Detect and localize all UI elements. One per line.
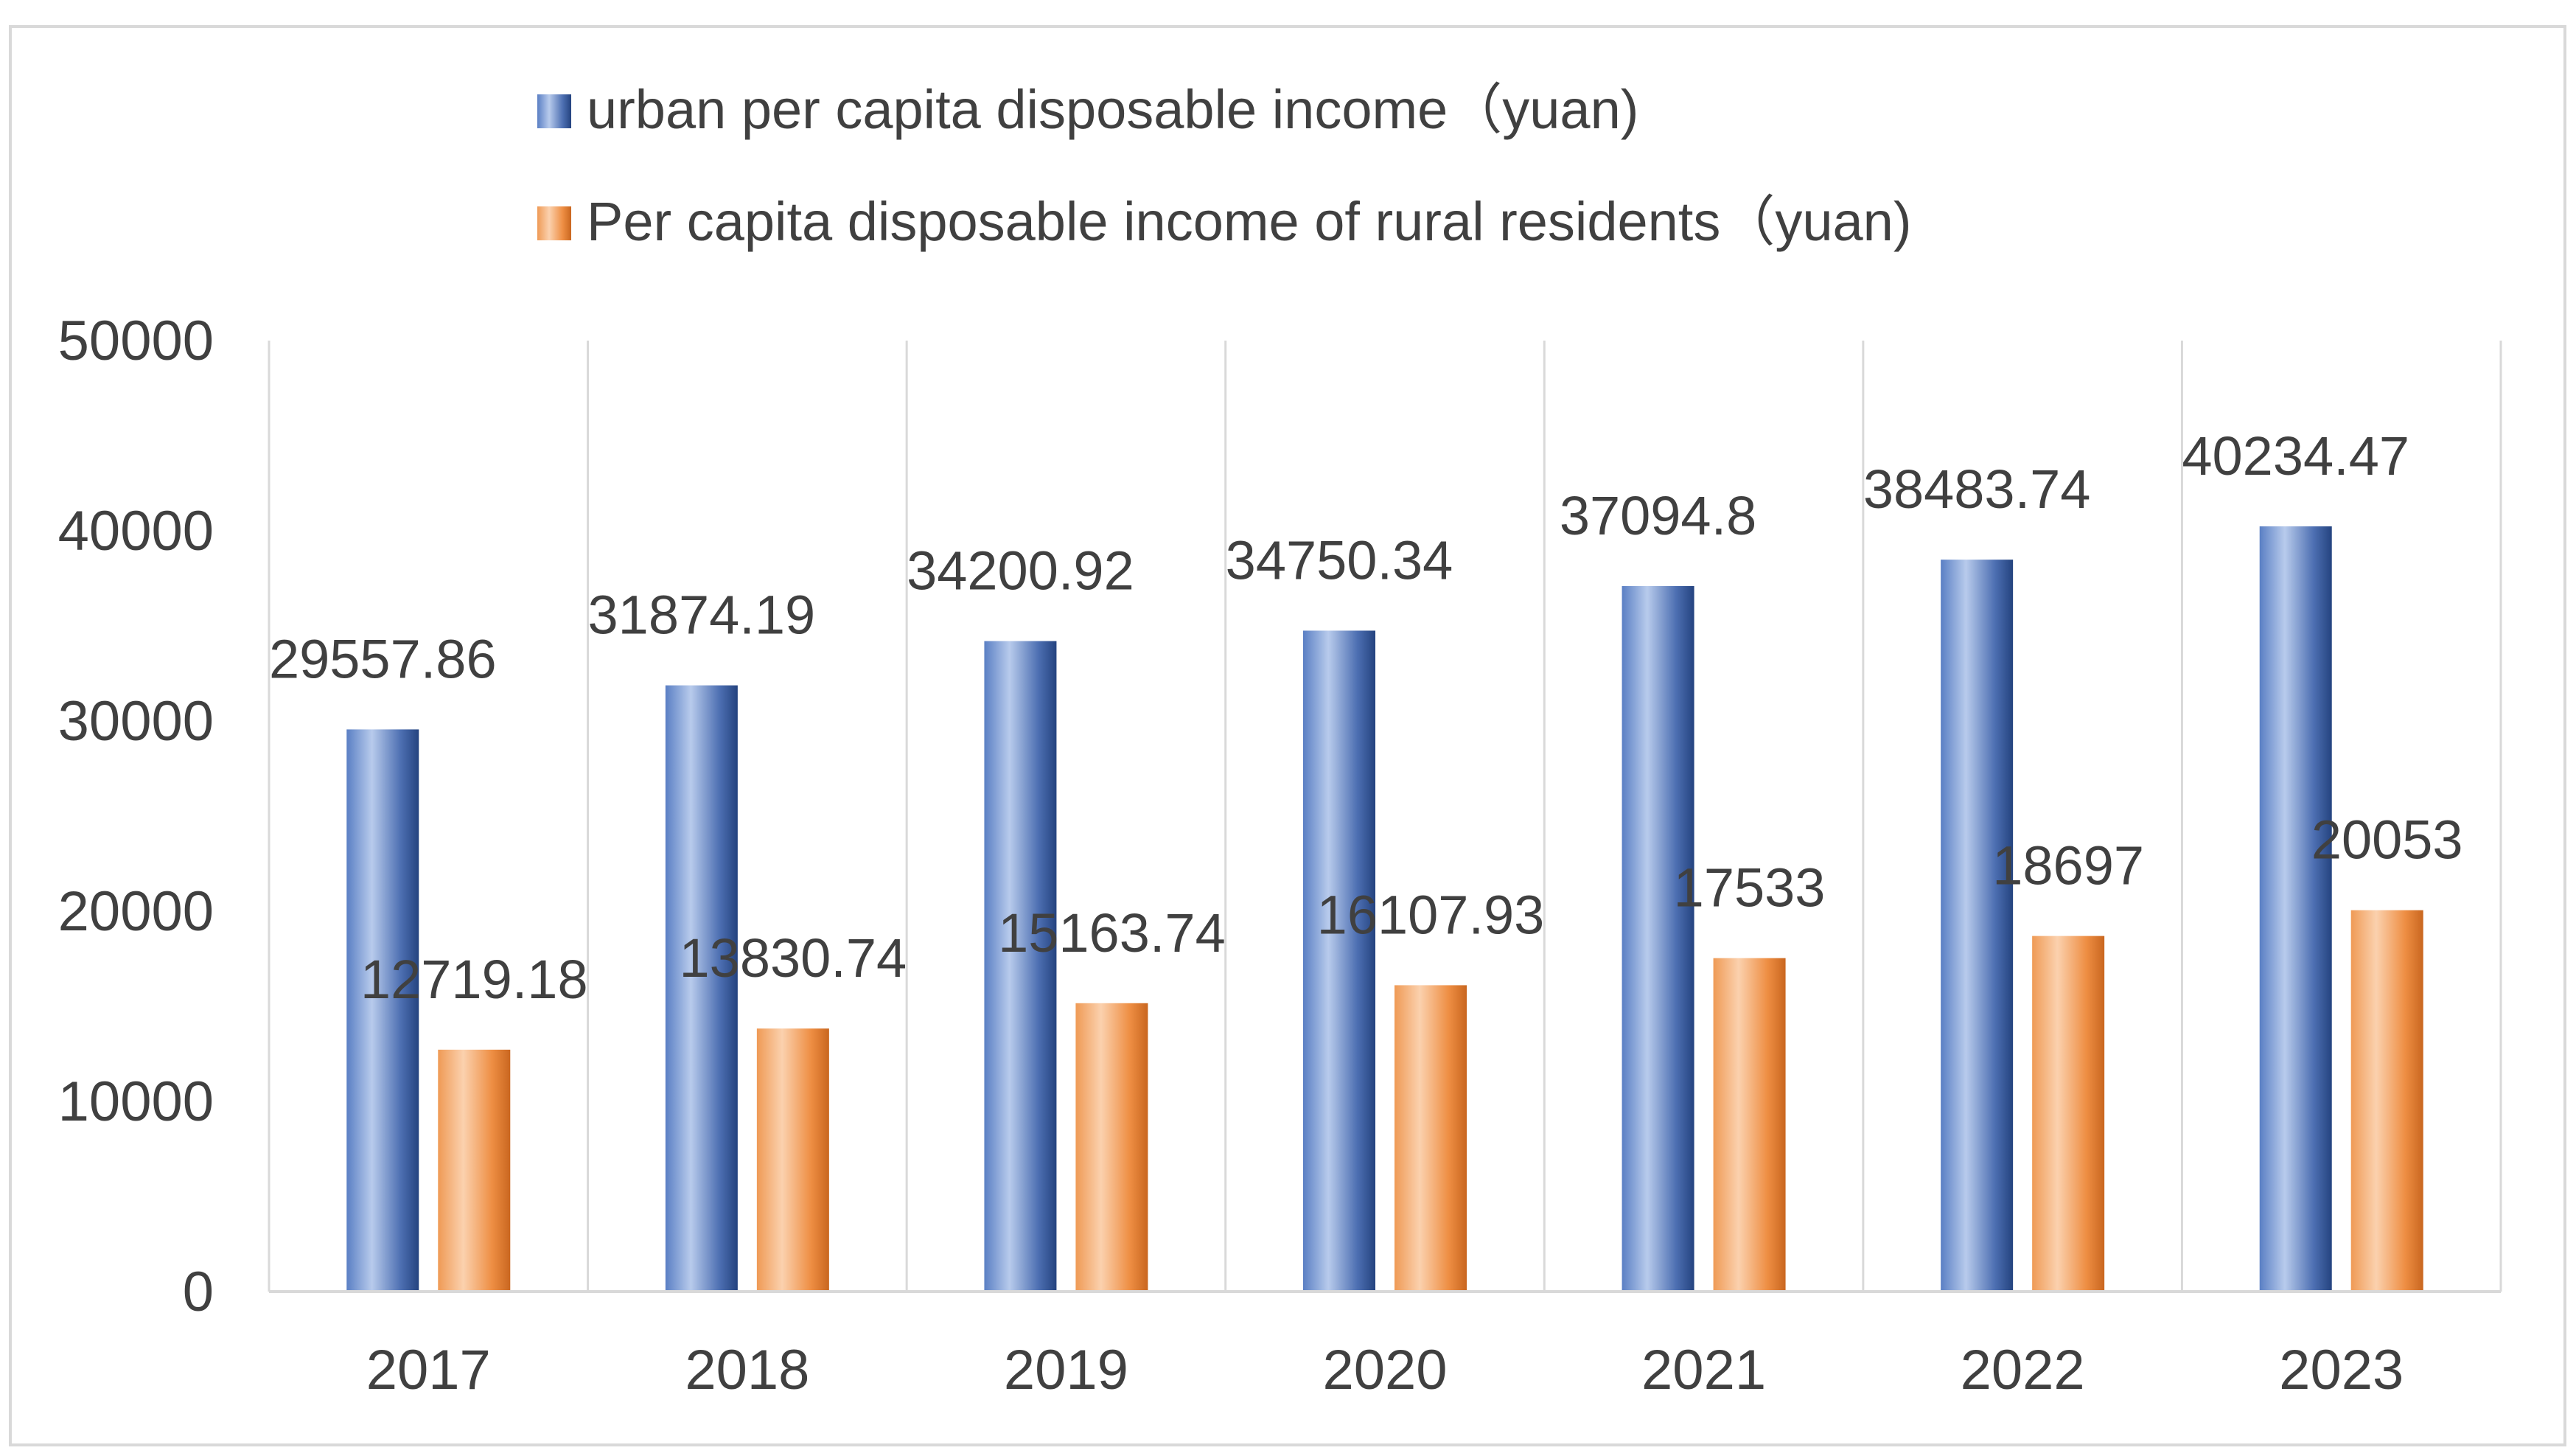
bar-rural	[438, 1049, 511, 1292]
y-tick-label: 50000	[58, 310, 214, 372]
data-label-rural: 15163.74	[998, 902, 1226, 964]
data-label-urban: 34750.34	[1226, 529, 1453, 591]
chart-frame	[9, 25, 2566, 1446]
x-tick-label: 2017	[366, 1339, 491, 1401]
bar-rural	[1075, 1003, 1148, 1292]
data-label-rural: 12719.18	[360, 949, 588, 1010]
bar-urban	[1622, 585, 1694, 1292]
y-tick-label: 40000	[58, 500, 214, 562]
y-tick-label: 10000	[58, 1070, 214, 1133]
data-label-urban: 40234.47	[2182, 425, 2409, 487]
legend-item-rural: Per capita disposable income of rural re…	[537, 191, 1911, 252]
legend-label-urban: urban per capita disposable income（yuan)	[587, 79, 1638, 140]
y-tick-label: 0	[183, 1261, 214, 1323]
data-label-rural: 17533	[1674, 857, 1826, 919]
bar-rural	[1395, 985, 1467, 1292]
legend-swatch-urban	[537, 94, 571, 128]
x-axis: 2017 2018 2019 2020 2021 2022 2023	[269, 1290, 2501, 1401]
data-label-urban: 37094.8	[1560, 485, 1757, 546]
x-tick-label: 2022	[1961, 1339, 2085, 1401]
legend-label-rural: Per capita disposable income of rural re…	[587, 191, 1911, 252]
bar-urban	[1303, 630, 1375, 1292]
value-labels: 29557.86 31874.19 34200.92 34750.34 37094.8 3…	[269, 425, 2463, 1010]
data-label-rural: 16107.93	[1317, 884, 1545, 945]
bar-rural	[2032, 936, 2105, 1292]
y-tick-label: 20000	[58, 880, 214, 943]
y-axis: 0 10000 20000 30000 40000 50000	[58, 310, 214, 1323]
gridlines	[268, 341, 2502, 1292]
bar-urban	[1941, 560, 2014, 1292]
bar-rural	[1713, 958, 1786, 1292]
x-tick-label: 2020	[1322, 1339, 1447, 1401]
y-tick-label: 30000	[58, 690, 214, 753]
legend-item-urban: urban per capita disposable income（yuan)	[537, 79, 1638, 140]
bar-urban	[665, 685, 738, 1292]
bar-urban	[2259, 526, 2332, 1292]
data-label-rural: 18697	[1992, 835, 2144, 896]
legend: urban per capita disposable income（yuan)…	[537, 79, 1911, 252]
data-label-urban: 29557.86	[269, 628, 497, 689]
data-label-rural: 20053	[2311, 809, 2463, 871]
bar-rural	[2350, 910, 2423, 1292]
bar-urban	[984, 641, 1057, 1292]
data-label-urban: 38483.74	[1863, 459, 2091, 520]
x-tick-label: 2021	[1641, 1339, 1766, 1401]
bars	[346, 526, 2423, 1292]
bar-urban	[346, 729, 419, 1292]
legend-swatch-rural	[537, 206, 571, 240]
bar-rural	[756, 1028, 829, 1292]
data-label-rural: 13830.74	[680, 927, 907, 989]
x-tick-label: 2018	[685, 1339, 809, 1401]
x-tick-label: 2019	[1004, 1339, 1128, 1401]
data-label-urban: 31874.19	[588, 585, 816, 646]
x-tick-label: 2023	[2279, 1339, 2404, 1401]
data-label-urban: 34200.92	[907, 540, 1134, 602]
